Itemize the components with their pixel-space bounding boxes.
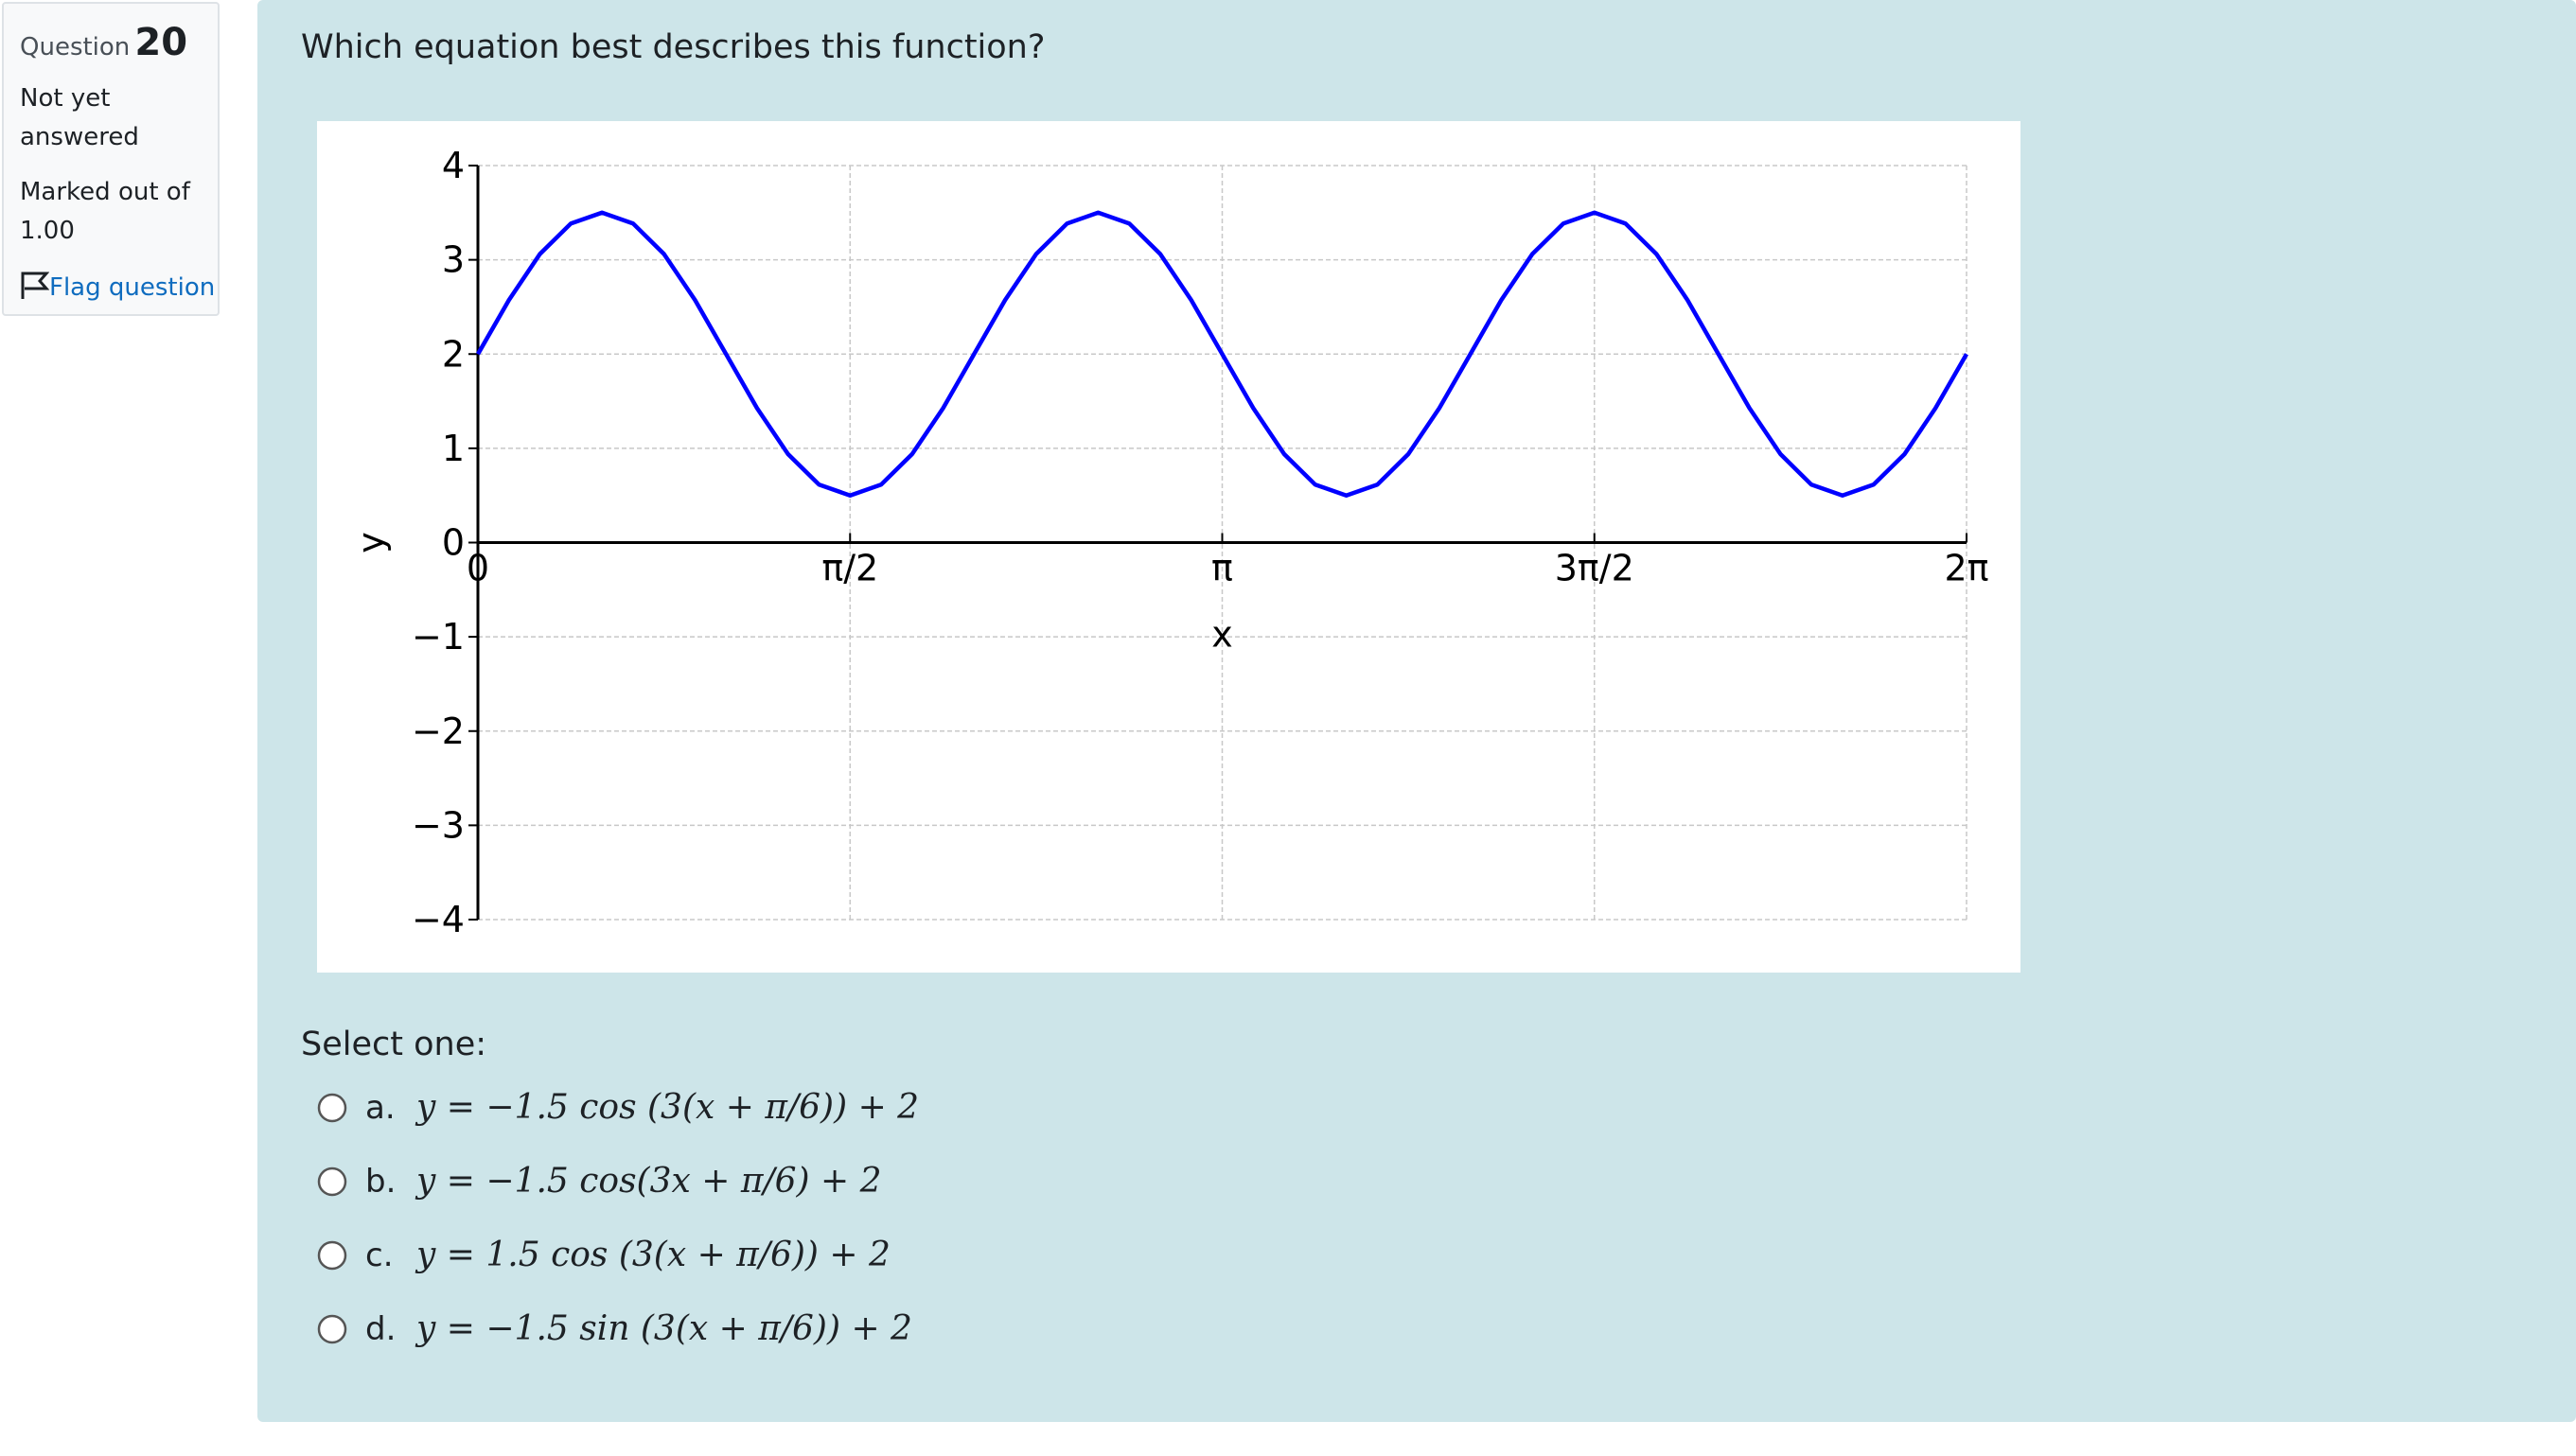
x-tick-label: π [1211,548,1233,589]
y-tick-label: −4 [412,899,465,940]
chart-background [317,121,2020,973]
status: Not yet answered [20,84,139,151]
flag-text[interactable]: Flag question [49,273,216,302]
x-tick-label: 3π/2 [1555,548,1634,589]
y-tick-label: 0 [442,522,465,564]
option[interactable]: b. y = −1.5 cos(3x + π/6) + 2 [316,1162,882,1201]
option[interactable]: c. y = 1.5 cos (3(x + π/6)) + 2 [316,1236,891,1274]
option[interactable]: a. y = −1.5 cos (3(x + π/6)) + 2 [316,1088,919,1127]
question-heading: Question 20 [20,21,187,64]
y-tick-label: 4 [442,145,465,186]
option-equation: y = −1.5 cos(3x + π/6) + 2 [416,1162,882,1201]
question-number: 20 [134,21,188,64]
radio[interactable] [316,1166,348,1198]
marks: Marked out of 1.00 [20,178,190,245]
question-info: Question 20 Not yet answered Marked out … [2,2,220,316]
flag-link[interactable]: Flag question [19,271,215,302]
y-axis-label: y [350,532,392,553]
x-axis-label: x [1211,614,1233,656]
question-text: Which equation best describes this funct… [301,28,1046,66]
y-tick-label: 2 [442,333,465,375]
option-letter: b. [365,1163,397,1201]
question-label: Question [20,33,131,61]
select-label: Select one: [301,1026,487,1063]
flag-icon [21,272,50,299]
option[interactable]: d. y = −1.5 sin (3(x + π/6)) + 2 [316,1309,912,1348]
option-equation: y = −1.5 sin (3(x + π/6)) + 2 [416,1309,912,1348]
x-tick-label: 2π [1944,548,1988,589]
x-tick-label: π/2 [821,548,878,589]
option-letter: d. [365,1310,397,1348]
radio[interactable] [316,1313,348,1345]
data-line [476,210,1968,498]
radio[interactable] [316,1239,348,1272]
option-letter: c. [365,1237,394,1274]
option-equation: y = −1.5 cos (3(x + π/6)) + 2 [416,1088,920,1127]
y-tick-label: −3 [412,804,465,846]
radio[interactable] [316,1092,348,1124]
y-tick-label: −2 [412,710,465,752]
option-letter: a. [365,1089,396,1127]
y-tick-label: −1 [412,616,465,658]
option-equation: y = 1.5 cos (3(x + π/6)) + 2 [416,1236,891,1274]
y-tick-label: 3 [442,239,465,281]
y-tick-label: 1 [442,428,465,469]
